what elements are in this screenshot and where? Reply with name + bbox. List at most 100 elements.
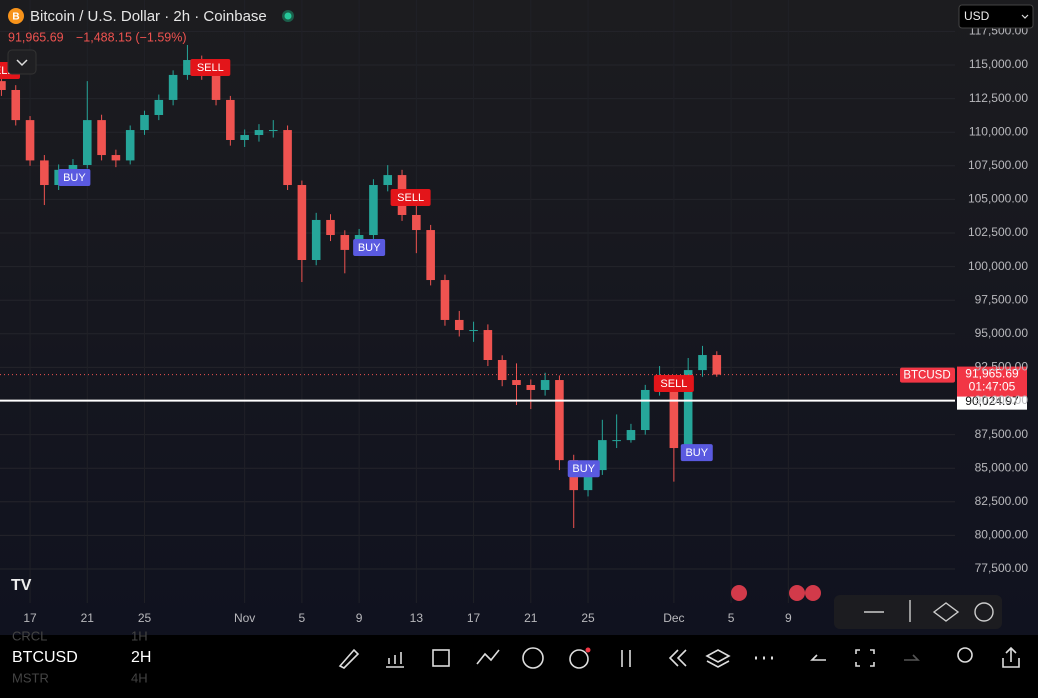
candle-body <box>383 175 393 186</box>
tool-circle[interactable] <box>974 602 994 622</box>
select-arrow <box>1021 14 1029 19</box>
compare-icon[interactable] <box>476 649 500 665</box>
y-tick-label: 95,000.00 <box>975 326 1029 340</box>
y-tick-label: 105,000.00 <box>968 192 1028 206</box>
candle-body <box>526 385 536 390</box>
collapse-button[interactable] <box>7 49 37 75</box>
y-tick-label: 82,500.00 <box>975 494 1029 508</box>
signal-box <box>653 374 694 392</box>
candle-body <box>469 330 478 332</box>
candle-body <box>125 130 135 161</box>
y-tick-label: 85,000.00 <box>975 460 1029 474</box>
candle-body <box>683 370 693 449</box>
replay-icon[interactable] <box>668 649 687 667</box>
watch-interval: 4H <box>131 670 148 685</box>
candle-body <box>11 89 21 121</box>
candle-body <box>698 355 707 371</box>
x-tick-label: 21 <box>81 611 95 625</box>
y-tick-label: 115,000.00 <box>969 57 1028 71</box>
undo-icon[interactable] <box>810 654 826 661</box>
signal: BUY <box>567 460 600 478</box>
candle-body <box>440 280 450 320</box>
add-icon[interactable] <box>522 647 544 669</box>
watch-symbol[interactable]: CRCL <box>12 628 47 643</box>
signal-label: BUY <box>63 172 86 184</box>
candle-body <box>483 330 493 361</box>
candle-body <box>97 120 106 156</box>
candle-body <box>168 74 178 100</box>
signal-box <box>680 444 713 462</box>
candle-body <box>583 470 593 491</box>
x-tick-label: Dec <box>663 611 684 625</box>
currency-label: USD <box>964 9 990 23</box>
bars-icon[interactable] <box>621 650 631 667</box>
redo-icon[interactable] <box>904 654 920 661</box>
x-tick-label: 17 <box>467 611 481 625</box>
toolbar-interval[interactable]: 2H <box>131 649 151 666</box>
x-tick-label: 21 <box>524 611 538 625</box>
x-tick-label: Nov <box>234 611 255 625</box>
event-icon[interactable] <box>805 585 821 601</box>
candle-body <box>555 380 564 461</box>
candle-body <box>311 219 321 261</box>
x-tick-label: 9 <box>785 611 792 625</box>
candle-body <box>240 135 249 140</box>
x-tick-label: 25 <box>138 611 152 625</box>
alert-icon[interactable] <box>569 649 589 669</box>
layouts-icon[interactable] <box>432 649 450 667</box>
event-icon[interactable] <box>789 585 805 601</box>
signal: SELL <box>190 59 231 77</box>
signal-label: SELL <box>397 192 424 204</box>
drawing-tools-widget <box>834 595 1002 629</box>
signal: BUY <box>58 168 91 186</box>
layers-icon[interactable] <box>705 649 731 668</box>
y-tick-label: 100,000.00 <box>968 259 1028 273</box>
candle-body <box>82 120 92 165</box>
candle-body <box>226 99 235 140</box>
signal-label: BUY <box>572 463 595 475</box>
signal-box <box>353 238 386 256</box>
x-tick-label: 5 <box>728 611 735 625</box>
candle-body <box>211 74 221 100</box>
candle-body <box>183 60 192 75</box>
currency-select[interactable] <box>958 4 1034 29</box>
signal: SELL <box>390 188 431 206</box>
toolbar-symbol[interactable]: BTCUSD <box>12 649 78 666</box>
candle-body <box>297 185 307 261</box>
candle-body <box>283 130 292 186</box>
event-icon[interactable] <box>731 585 747 601</box>
y-tick-label: 77,500.00 <box>975 561 1029 575</box>
candle-body <box>369 185 378 236</box>
quote-price: 91,965.69 <box>8 30 64 44</box>
candle-body <box>612 440 621 442</box>
y-tick-label: 97,500.00 <box>975 292 1029 306</box>
candle-body <box>140 114 149 131</box>
signal: BUY <box>680 444 713 462</box>
countdown: 01:47:05 <box>969 380 1016 394</box>
signal-label: BUY <box>685 447 708 459</box>
signal-label: BUY <box>358 242 381 254</box>
share-icon[interactable] <box>1002 646 1020 668</box>
watch-interval: 1H <box>131 628 148 643</box>
signal: BUY <box>353 238 386 256</box>
candle-body <box>154 99 164 115</box>
signal-box <box>390 188 431 206</box>
indicators-icon[interactable] <box>386 652 404 668</box>
watch-symbol[interactable]: MSTR <box>12 670 49 685</box>
y-tick-label: 80,000.00 <box>975 528 1029 542</box>
signal: SELL <box>653 374 694 392</box>
coin-icon <box>8 8 24 24</box>
draw-icon[interactable] <box>338 648 360 669</box>
ideas-icon[interactable] <box>957 647 973 663</box>
chart-background <box>0 0 1038 635</box>
coin-glyph: B <box>12 12 19 23</box>
candle-body <box>0 81 6 90</box>
x-tick-label: 9 <box>356 611 363 625</box>
fullscreen-icon[interactable] <box>855 649 875 667</box>
tool-shape[interactable] <box>932 602 960 622</box>
chevron-icon <box>16 59 28 67</box>
level-box <box>957 392 1027 410</box>
candle-body <box>497 360 507 381</box>
